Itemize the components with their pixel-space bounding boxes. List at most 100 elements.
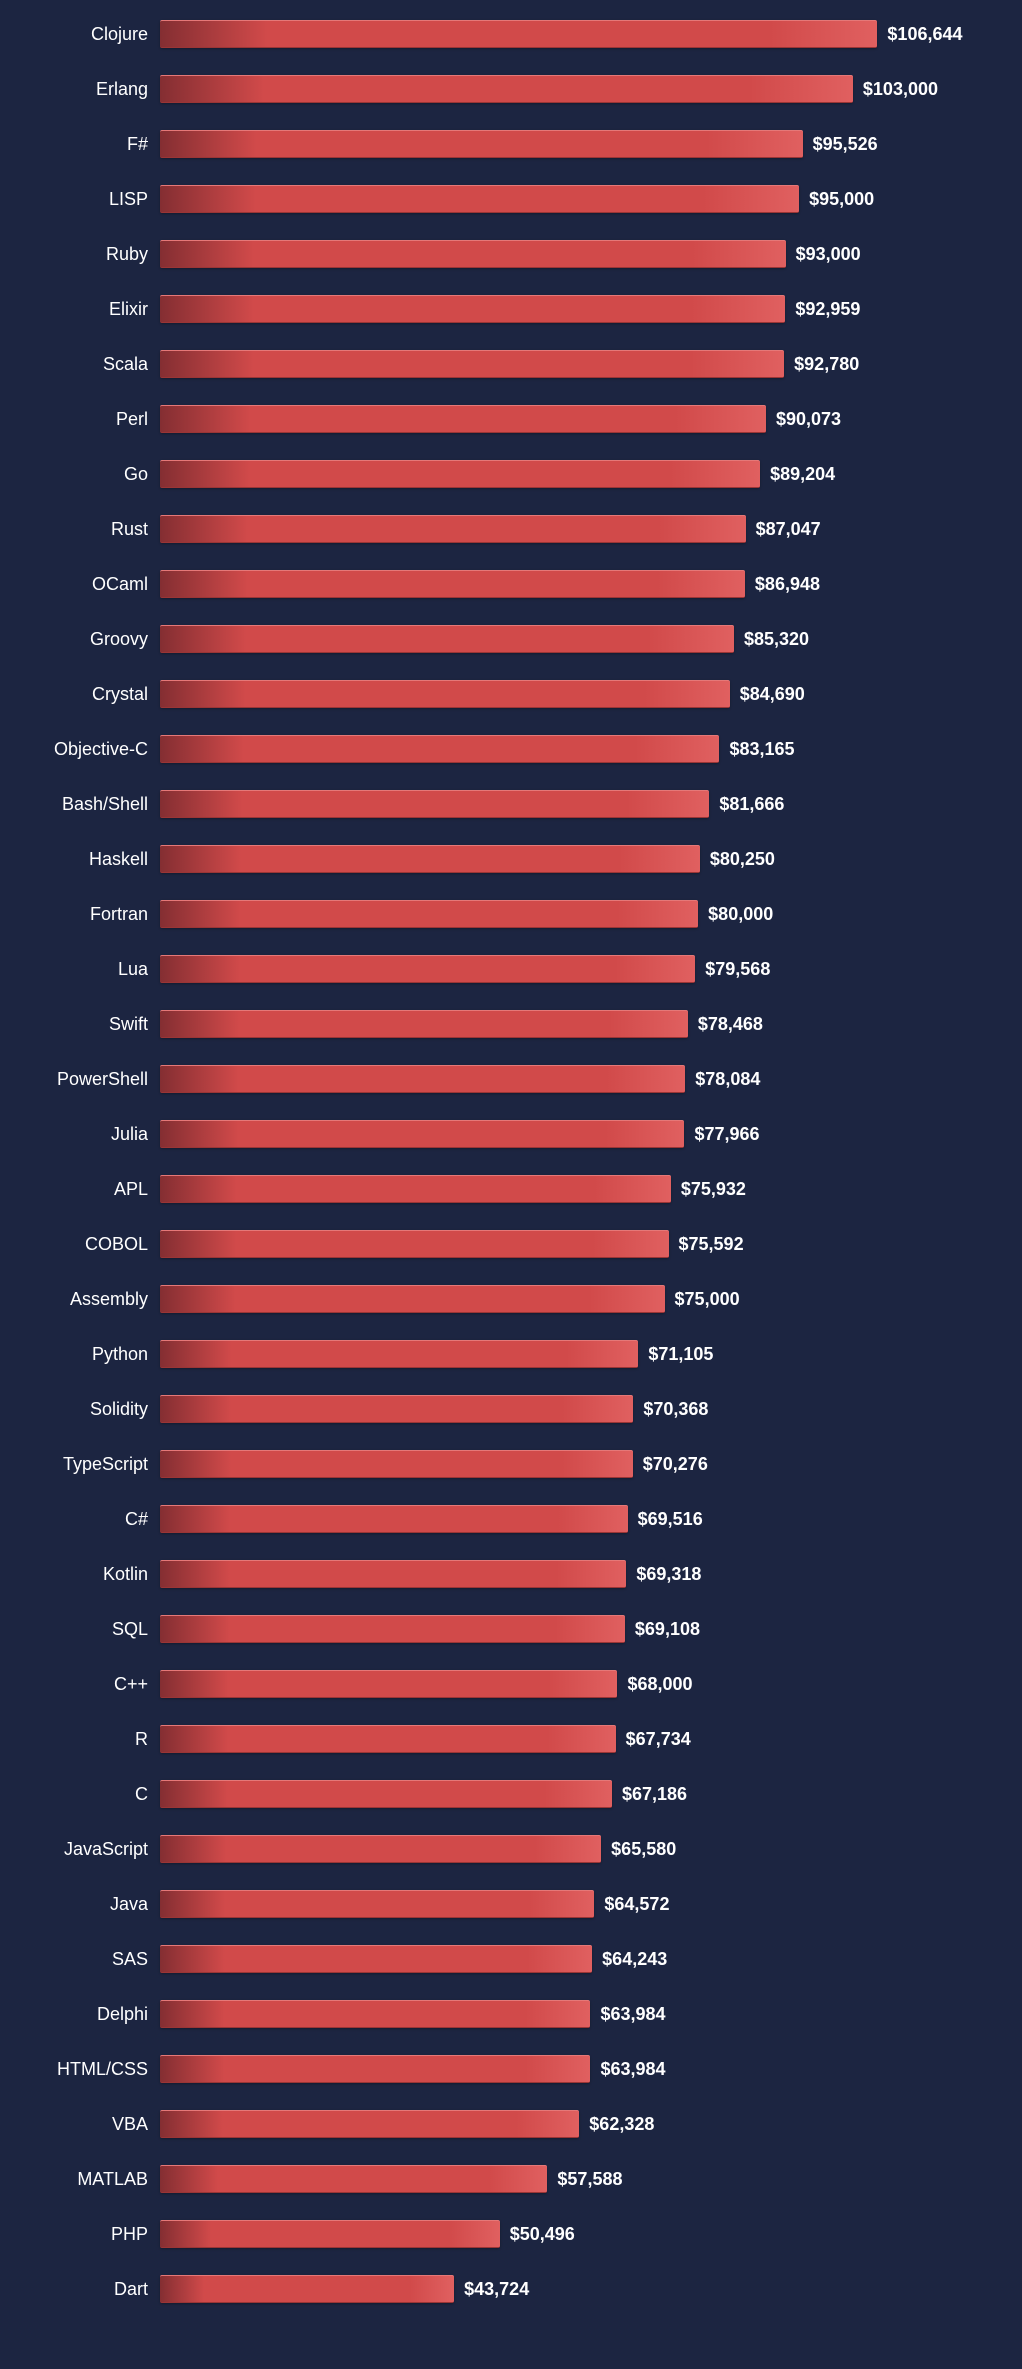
chart-bar	[160, 460, 760, 488]
chart-row-value: $92,780	[794, 354, 859, 375]
chart-row-label: Clojure	[10, 24, 160, 45]
chart-row: Scala $92,780	[10, 350, 982, 378]
chart-row-value: $87,047	[756, 519, 821, 540]
chart-bar-area: $70,276	[160, 1450, 982, 1478]
chart-row-value: $92,959	[795, 299, 860, 320]
chart-row: Julia$77,966	[10, 1120, 982, 1148]
chart-bar	[160, 75, 853, 103]
chart-row-value: $75,592	[679, 1234, 744, 1255]
chart-row-value: $93,000	[796, 244, 861, 265]
chart-row: Elixir$92,959	[10, 295, 982, 323]
chart-row-value: $103,000	[863, 79, 938, 100]
chart-row-value: $57,588	[557, 2169, 622, 2190]
chart-row-label: Go	[10, 464, 160, 485]
chart-row-label: Lua	[10, 959, 160, 980]
chart-bar	[160, 570, 745, 598]
chart-row-value: $63,984	[600, 2004, 665, 2025]
chart-row: Clojure$106,644	[10, 20, 982, 48]
chart-bar	[160, 790, 709, 818]
chart-row-label: Perl	[10, 409, 160, 430]
chart-bar	[160, 515, 746, 543]
chart-bar-area: $64,243	[160, 1945, 982, 1973]
chart-bar-area: $85,320	[160, 625, 982, 653]
chart-bar	[160, 1780, 612, 1808]
chart-row: Lua$79,568	[10, 955, 982, 983]
chart-bar	[160, 2165, 547, 2193]
chart-row-value: $80,250	[710, 849, 775, 870]
chart-row: HTML/CSS$63,984	[10, 2055, 982, 2083]
chart-row-label: Delphi	[10, 2004, 160, 2025]
chart-bar	[160, 1560, 626, 1588]
chart-row-label: Solidity	[10, 1399, 160, 1420]
chart-bar-area: $50,496	[160, 2220, 982, 2248]
chart-row-value: $77,966	[694, 1124, 759, 1145]
chart-bar	[160, 20, 877, 48]
chart-bar	[160, 1120, 684, 1148]
chart-bar-area: $78,468	[160, 1010, 982, 1038]
chart-row-value: $90,073	[776, 409, 841, 430]
chart-row-label: Haskell	[10, 849, 160, 870]
chart-row: TypeScript$70,276	[10, 1450, 982, 1478]
chart-row-value: $78,468	[698, 1014, 763, 1035]
chart-bar	[160, 185, 799, 213]
chart-bar-area: $79,568	[160, 955, 982, 983]
chart-row: JavaScript$65,580	[10, 1835, 982, 1863]
chart-bar-area: $86,948	[160, 570, 982, 598]
chart-bar-area: $65,580	[160, 1835, 982, 1863]
chart-bar-area: $80,000	[160, 900, 982, 928]
chart-row-value: $63,984	[600, 2059, 665, 2080]
chart-row: C$67,186	[10, 1780, 982, 1808]
salary-bar-chart: Clojure$106,644 Erlang $103,000 F#$95,526 LI…	[10, 20, 982, 2303]
chart-row: Objective-C$83,165	[10, 735, 982, 763]
chart-bar-area: $78,084	[160, 1065, 982, 1093]
chart-bar	[160, 2220, 500, 2248]
chart-row: PowerShell$78,084	[10, 1065, 982, 1093]
chart-row-label: Kotlin	[10, 1564, 160, 1585]
chart-row-value: $64,572	[604, 1894, 669, 1915]
chart-row-label: Fortran	[10, 904, 160, 925]
chart-row-label: Objective-C	[10, 739, 160, 760]
chart-row: Go$89,204	[10, 460, 982, 488]
chart-row: Fortran$80,000	[10, 900, 982, 928]
chart-row-label: Ruby	[10, 244, 160, 265]
chart-row: F#$95,526	[10, 130, 982, 158]
chart-row-value: $62,328	[589, 2114, 654, 2135]
chart-bar-area: $71,105	[160, 1340, 982, 1368]
chart-row-label: APL	[10, 1179, 160, 1200]
chart-row: Kotlin $69,318	[10, 1560, 982, 1588]
chart-bar	[160, 1010, 688, 1038]
chart-row-value: $50,496	[510, 2224, 575, 2245]
chart-bar-area: $77,966	[160, 1120, 982, 1148]
chart-bar	[160, 1945, 592, 1973]
chart-bar	[160, 680, 730, 708]
chart-row-label: C#	[10, 1509, 160, 1530]
chart-row-value: $69,318	[636, 1564, 701, 1585]
chart-row-label: Erlang	[10, 79, 160, 100]
chart-row: LISP$95,000	[10, 185, 982, 213]
chart-bar-area: $69,318	[160, 1560, 982, 1588]
chart-bar-area: $89,204	[160, 460, 982, 488]
chart-bar	[160, 405, 766, 433]
chart-row-label: F#	[10, 134, 160, 155]
chart-bar-area: $87,047	[160, 515, 982, 543]
chart-row-value: $67,734	[626, 1729, 691, 1750]
chart-row: C#$69,516	[10, 1505, 982, 1533]
chart-row-label: OCaml	[10, 574, 160, 595]
chart-bar-area: $95,526	[160, 130, 982, 158]
chart-row-value: $75,932	[681, 1179, 746, 1200]
chart-row-value: $68,000	[627, 1674, 692, 1695]
chart-row-label: Java	[10, 1894, 160, 1915]
chart-row-label: COBOL	[10, 1234, 160, 1255]
chart-bar	[160, 1505, 628, 1533]
chart-row-value: $78,084	[695, 1069, 760, 1090]
chart-bar	[160, 735, 719, 763]
chart-bar-area: $84,690	[160, 680, 982, 708]
chart-row-value: $65,580	[611, 1839, 676, 1860]
chart-row: COBOL $75,592	[10, 1230, 982, 1258]
chart-bar-area: $57,588	[160, 2165, 982, 2193]
chart-bar	[160, 2275, 454, 2303]
chart-row-label: Rust	[10, 519, 160, 540]
chart-row-label: Scala	[10, 354, 160, 375]
chart-bar-area: $63,984	[160, 2000, 982, 2028]
chart-row-value: $85,320	[744, 629, 809, 650]
